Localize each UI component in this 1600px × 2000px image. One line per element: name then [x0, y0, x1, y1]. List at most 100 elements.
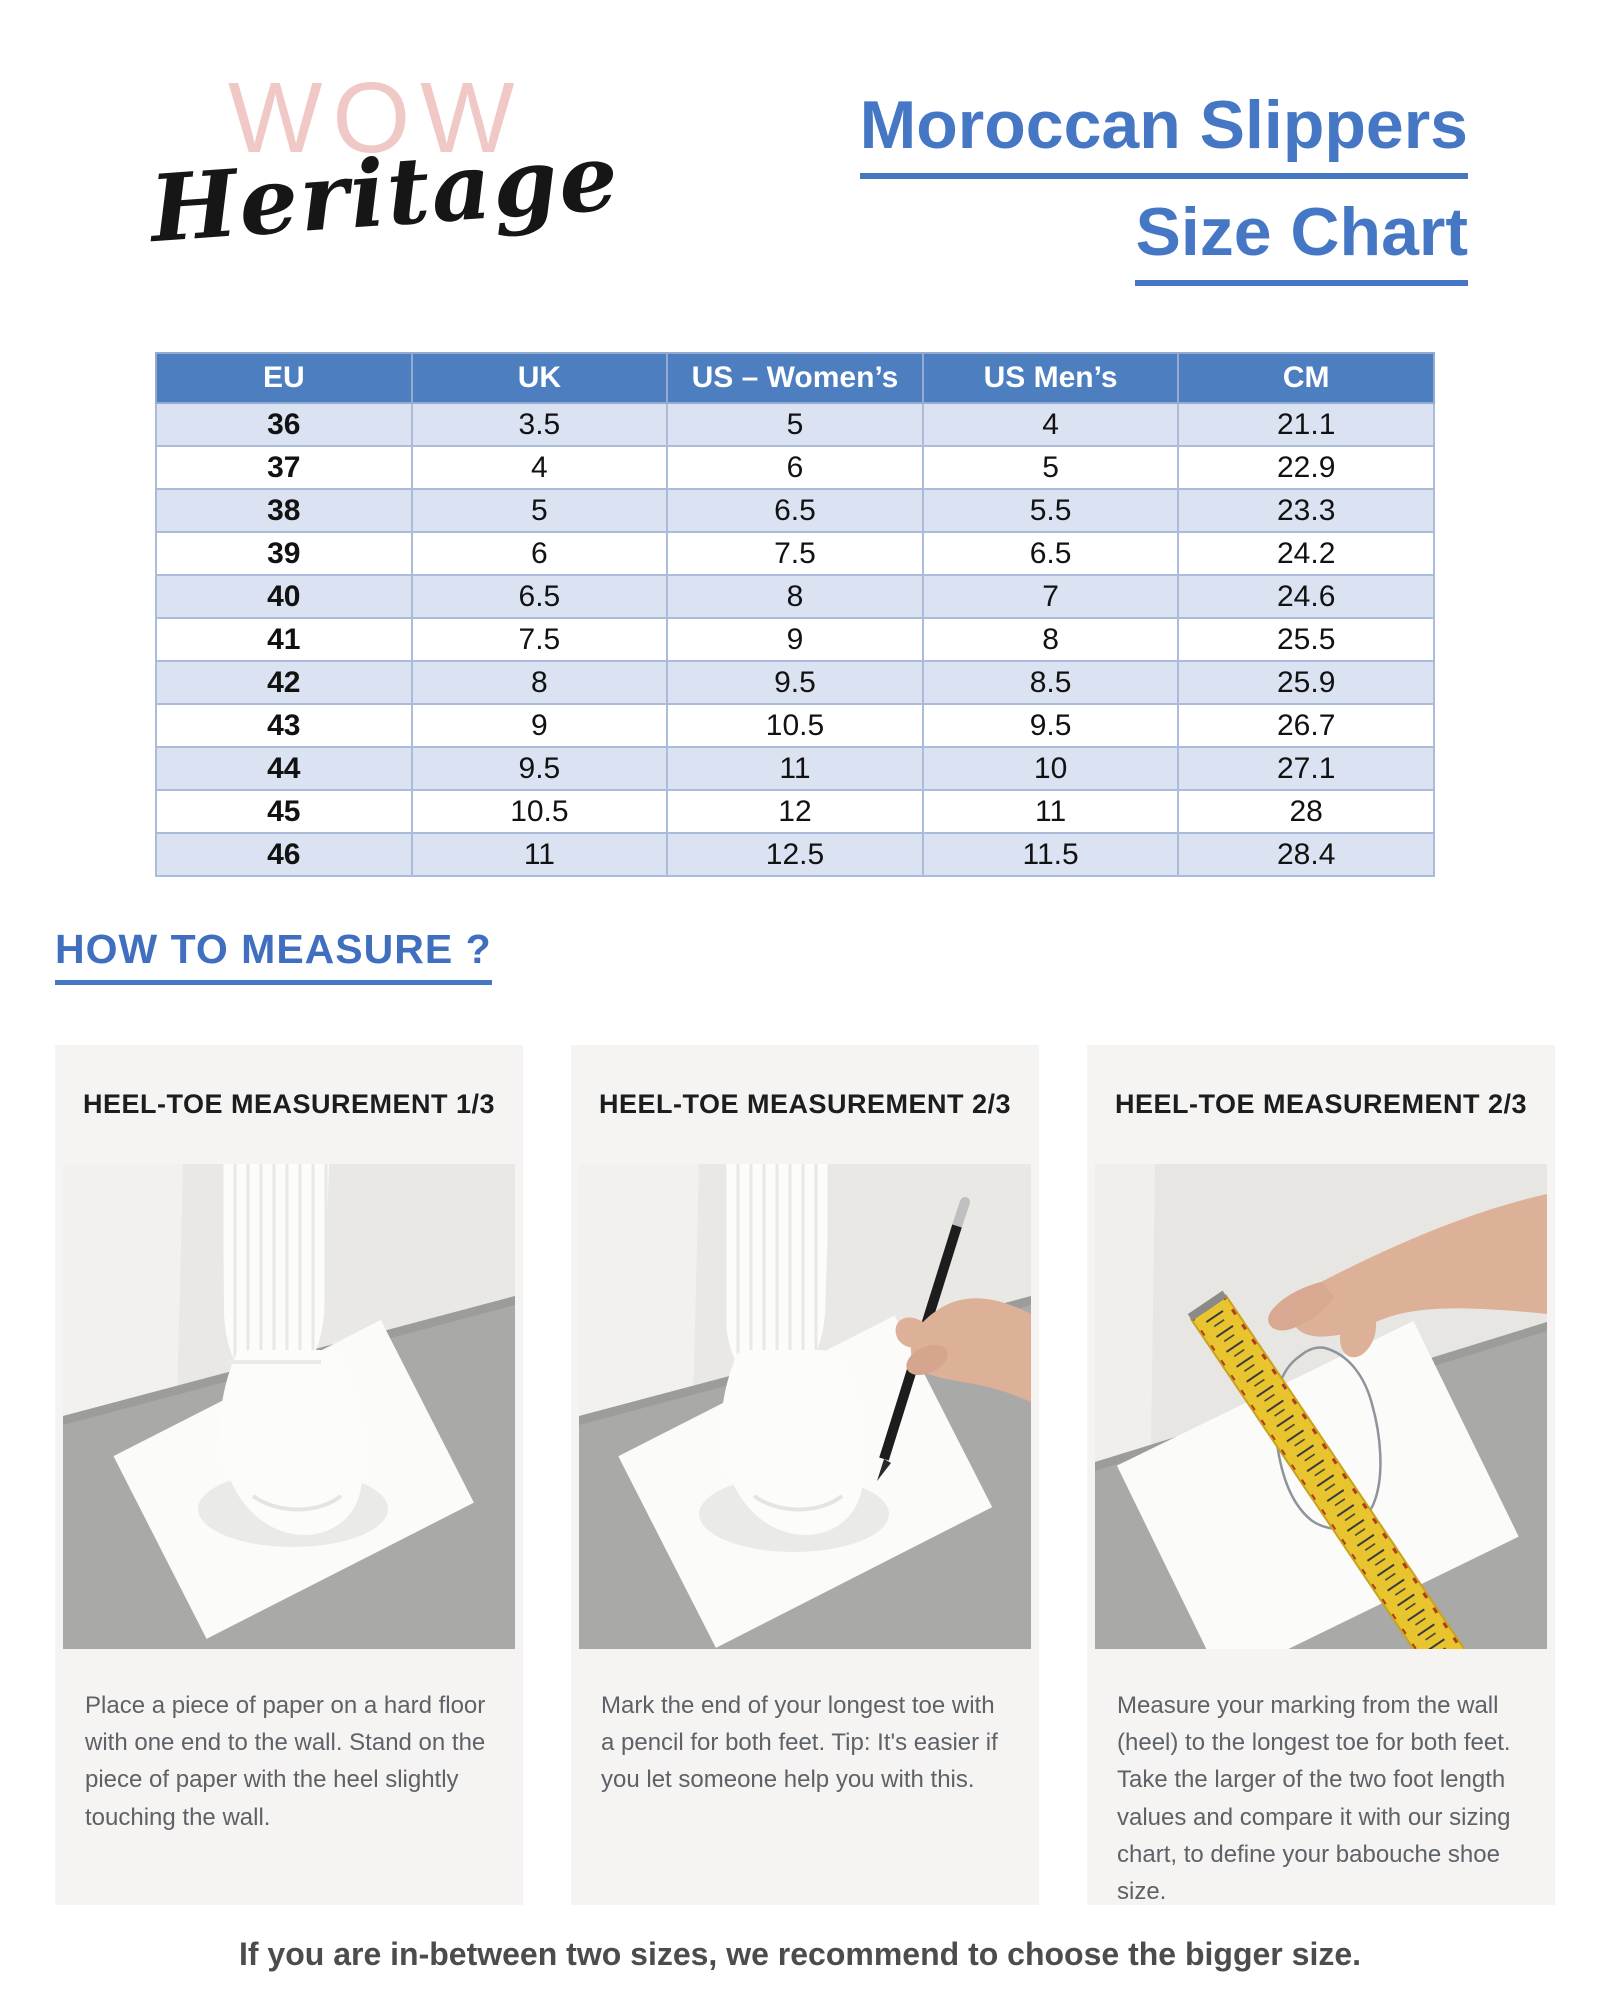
size-cell: 5 [666, 402, 924, 447]
size-row-eu-45: 45 10.5 12 11 28 [155, 789, 1435, 834]
size-cell: 5 [410, 488, 669, 533]
size-chart-table: EU UK US – Women’s US Men’s CM 36 3.5 5 4 21.1 37… [155, 352, 1435, 877]
size-cell: 8 [921, 617, 1180, 662]
size-cell: 5.5 [921, 488, 1180, 533]
size-cell: 10 [921, 746, 1180, 791]
size-cell: 6.5 [666, 488, 924, 533]
size-row-eu-46: 46 11 12.5 11.5 28.4 [155, 832, 1435, 877]
size-cell: 3.5 [410, 402, 669, 447]
size-row-eu-43: 43 9 10.5 9.5 26.7 [155, 703, 1435, 748]
measure-card-2: HEEL-TOE MEASUREMENT 2/3 [571, 1045, 1039, 1905]
page-title: Moroccan Slippers Size Chart [859, 88, 1468, 286]
size-cell: 25.9 [1177, 660, 1435, 705]
size-cell: 8 [666, 574, 924, 619]
size-row-eu-41: 41 7.5 9 8 25.5 [155, 617, 1435, 662]
measuring-tape [1187, 1290, 1468, 1649]
size-cell: 9.5 [410, 746, 669, 791]
size-cell: 23.3 [1177, 488, 1435, 533]
size-cell: 11 [921, 789, 1180, 834]
size-cell: 4 [410, 445, 669, 490]
size-cell: 42 [155, 660, 413, 705]
size-cell: 9 [666, 617, 924, 662]
size-row-eu-44: 44 9.5 11 10 27.1 [155, 746, 1435, 791]
size-row-eu-42: 42 8 9.5 8.5 25.9 [155, 660, 1435, 705]
size-cell: 6 [666, 445, 924, 490]
logo-wow-text: WOW [228, 62, 525, 174]
size-cell: 10.5 [666, 703, 924, 748]
measure-card-1-title: HEEL-TOE MEASUREMENT 1/3 [82, 1089, 496, 1119]
measure-steps: HEEL-TOE MEASUREMENT 1/3 [55, 1045, 1555, 1905]
size-chart-table-body: 36 3.5 5 4 21.1 37 4 6 5 22.9 38 5 6.5 5.5 23.3 39 6 7.5 6… [155, 402, 1435, 877]
size-cell: 38 [155, 488, 413, 533]
between-sizes-note: If you are in-between two sizes, we reco… [238, 1936, 1362, 1972]
measure-card-1-caption: Place a piece of paper on a hard floor w… [85, 1692, 486, 1831]
column-header-1: UK [410, 352, 669, 404]
size-cell: 4 [921, 402, 1180, 447]
sock [721, 1164, 865, 1535]
size-cell: 25.5 [1177, 617, 1435, 662]
column-header-0: EU [155, 352, 413, 404]
size-cell: 12 [666, 789, 924, 834]
page-title-line1: Moroccan Slippers [859, 88, 1468, 179]
size-cell: 24.2 [1177, 531, 1435, 576]
size-cell: 43 [155, 703, 413, 748]
sock [220, 1164, 364, 1535]
page-title-line2: Size Chart [1135, 194, 1468, 286]
size-cell: 11 [410, 832, 669, 877]
column-header-3: US Men’s [921, 352, 1180, 404]
size-cell: 46 [155, 832, 413, 877]
column-header-2: US – Women’s [666, 352, 924, 404]
size-chart-table-head: EU UK US – Women’s US Men’s CM [155, 352, 1435, 404]
size-cell: 27.1 [1177, 746, 1435, 791]
size-row-eu-36: 36 3.5 5 4 21.1 [155, 402, 1435, 447]
size-cell: 7.5 [410, 617, 669, 662]
column-header-4: CM [1177, 352, 1435, 404]
size-cell: 28 [1177, 789, 1435, 834]
size-cell: 24.6 [1177, 574, 1435, 619]
size-cell: 8.5 [921, 660, 1180, 705]
size-cell: 28.4 [1177, 832, 1435, 877]
logo-heritage-text: Heritage [146, 122, 624, 264]
size-cell: 44 [155, 746, 413, 791]
hand [1268, 1194, 1547, 1358]
size-row-eu-38: 38 5 6.5 5.5 23.3 [155, 488, 1435, 533]
size-cell: 11 [666, 746, 924, 791]
how-to-measure-heading: HOW TO MEASURE ? [55, 926, 492, 985]
measure-card-2-caption: Mark the end of your longest toe with a … [601, 1692, 998, 1794]
size-cell: 6.5 [921, 531, 1180, 576]
size-cell: 40 [155, 574, 413, 619]
sock-on-paper-photo [63, 1164, 515, 1649]
size-cell: 12.5 [666, 832, 924, 877]
measure-card-3: HEEL-TOE MEASUREMENT 2/3 [1087, 1045, 1555, 1905]
size-row-eu-37: 37 4 6 5 22.9 [155, 445, 1435, 490]
hand [895, 1298, 1031, 1402]
size-cell: 5 [921, 445, 1180, 490]
measure-card-3-title: HEEL-TOE MEASUREMENT 2/3 [1114, 1089, 1528, 1119]
size-cell: 10.5 [410, 789, 669, 834]
size-cell: 9.5 [921, 703, 1180, 748]
size-cell: 21.1 [1177, 402, 1435, 447]
size-cell: 9.5 [666, 660, 924, 705]
measure-card-3-caption: Measure your marking from the wall (heel… [1117, 1692, 1511, 1905]
measure-card-2-title: HEEL-TOE MEASUREMENT 2/3 [598, 1089, 1012, 1119]
brand-logo: WOW Heritage [147, 60, 623, 280]
measure-card-1: HEEL-TOE MEASUREMENT 1/3 [55, 1045, 523, 1905]
size-cell: 41 [155, 617, 413, 662]
size-cell: 8 [410, 660, 669, 705]
size-row-eu-39: 39 6 7.5 6.5 24.2 [155, 531, 1435, 576]
marking-toe-with-pencil-photo [579, 1164, 1031, 1649]
measuring-tape-photo [1095, 1164, 1547, 1649]
size-cell: 6.5 [410, 574, 669, 619]
size-cell: 26.7 [1177, 703, 1435, 748]
size-cell: 39 [155, 531, 413, 576]
size-cell: 7 [921, 574, 1180, 619]
size-cell: 9 [410, 703, 669, 748]
size-cell: 37 [155, 445, 413, 490]
size-cell: 36 [155, 402, 413, 447]
size-cell: 7.5 [666, 531, 924, 576]
size-row-eu-40: 40 6.5 8 7 24.6 [155, 574, 1435, 619]
size-cell: 6 [410, 531, 669, 576]
size-cell: 11.5 [921, 832, 1180, 877]
size-cell: 45 [155, 789, 413, 834]
size-cell: 22.9 [1177, 445, 1435, 490]
